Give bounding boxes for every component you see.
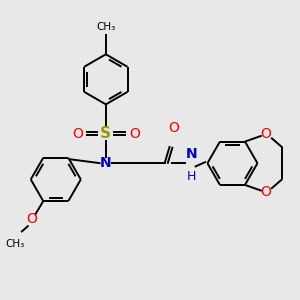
Text: N: N	[185, 147, 197, 161]
Text: N: N	[100, 156, 112, 170]
Text: H: H	[187, 170, 196, 183]
Text: O: O	[72, 127, 83, 141]
Text: CH₃: CH₃	[6, 239, 25, 249]
Text: S: S	[100, 126, 111, 141]
Text: O: O	[129, 127, 140, 141]
Text: O: O	[168, 121, 179, 135]
Text: O: O	[261, 185, 272, 199]
Text: O: O	[261, 127, 272, 141]
Text: O: O	[26, 212, 37, 226]
Text: CH₃: CH₃	[96, 22, 116, 32]
